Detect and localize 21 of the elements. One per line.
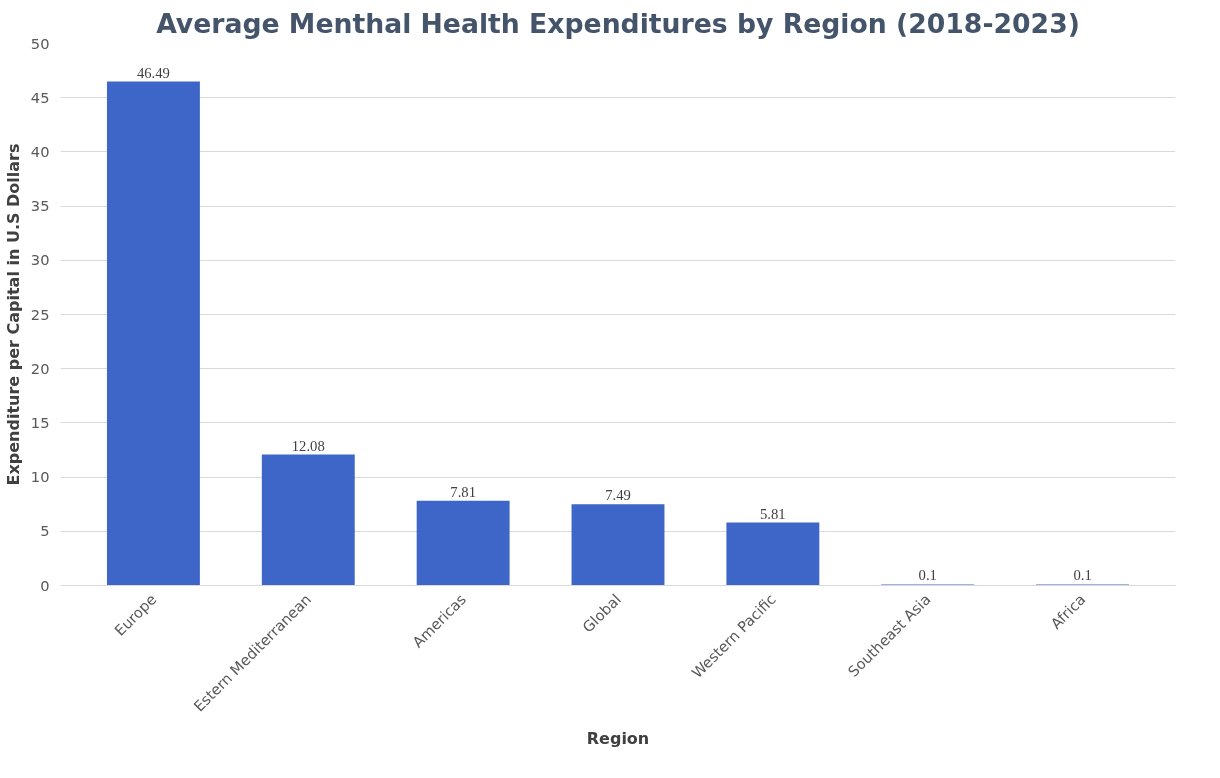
data-label: 0.1 <box>918 567 937 584</box>
data-label: 7.49 <box>605 487 631 504</box>
y-tick-label: 25 <box>30 305 50 323</box>
y-axis-title: Expenditure per Capital in U.S Dollars <box>3 143 23 486</box>
y-tick-label: 5 <box>40 522 50 540</box>
data-label: 5.81 <box>760 505 786 522</box>
chart-title: Average Menthal Health Expenditures by Region (2018-2023) <box>156 7 1080 39</box>
data-label: 46.49 <box>136 64 170 81</box>
y-tick-label: 40 <box>30 142 50 160</box>
data-label: 12.08 <box>291 437 325 454</box>
y-tick-label: 15 <box>30 413 50 431</box>
y-tick-label: 10 <box>30 468 50 486</box>
data-label: 0.1 <box>1073 567 1092 584</box>
y-tick-label: 35 <box>30 197 50 215</box>
y-tick-label: 45 <box>30 88 50 106</box>
x-axis-title: Region <box>586 728 650 748</box>
data-label: 7.81 <box>450 483 476 500</box>
y-tick-label: 30 <box>30 251 50 269</box>
y-tick-label: 20 <box>30 359 50 377</box>
y-tick-label: 0 <box>40 576 50 594</box>
y-tick-label: 50 <box>30 34 50 52</box>
